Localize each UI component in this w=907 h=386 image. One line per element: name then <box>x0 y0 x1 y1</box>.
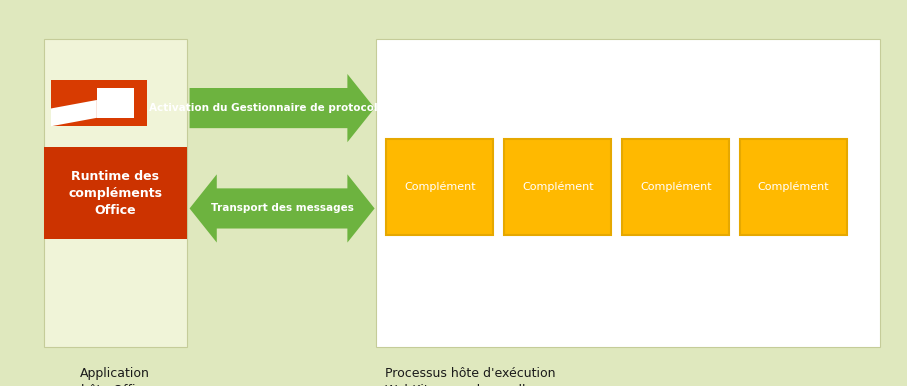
Text: Complément: Complément <box>522 182 593 193</box>
Text: Processus hôte d'exécution
WebKit en mode sandbox: Processus hôte d'exécution WebKit en mod… <box>385 367 556 386</box>
FancyBboxPatch shape <box>740 139 847 235</box>
Text: Complément: Complément <box>405 182 475 193</box>
FancyBboxPatch shape <box>44 147 187 239</box>
Text: Application
hôte Office: Application hôte Office <box>80 367 151 386</box>
FancyBboxPatch shape <box>44 39 187 347</box>
Polygon shape <box>97 88 134 118</box>
Text: Complément: Complément <box>640 182 711 193</box>
Text: Complément: Complément <box>758 182 829 193</box>
Text: Runtime des
compléments
Office: Runtime des compléments Office <box>68 169 162 217</box>
Polygon shape <box>51 100 97 126</box>
FancyBboxPatch shape <box>376 39 880 347</box>
Polygon shape <box>190 74 375 142</box>
Text: Transport des messages: Transport des messages <box>210 203 354 213</box>
Text: Activation du Gestionnaire de protocole: Activation du Gestionnaire de protocole <box>150 103 385 113</box>
FancyBboxPatch shape <box>386 139 493 235</box>
FancyBboxPatch shape <box>504 139 611 235</box>
FancyBboxPatch shape <box>622 139 729 235</box>
Polygon shape <box>190 174 375 242</box>
Polygon shape <box>51 80 147 126</box>
